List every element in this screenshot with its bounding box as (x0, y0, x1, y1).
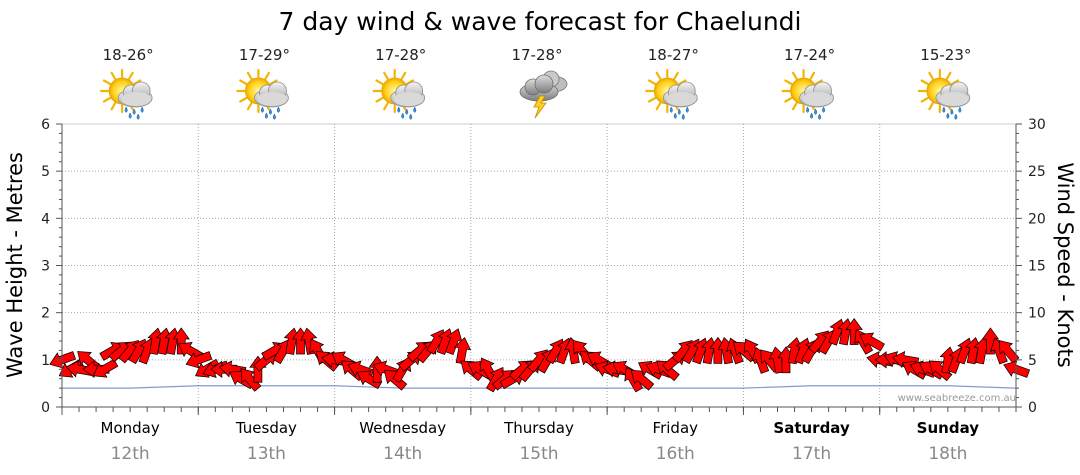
rain-drops (124, 106, 144, 120)
wave-height-series (62, 385, 1017, 389)
weather-icons: 18-26° 17-29° 17-28° 17-28° 18-27° 17-24° 15-2… (100, 46, 971, 120)
left-tick-label: 1 (41, 353, 50, 369)
day-label: Friday (653, 419, 699, 437)
temperature-label: 18-27° (648, 46, 699, 64)
day-labels: Monday 12th Tuesday 13th Wednesday 14th Thursd… (101, 419, 980, 464)
wind-arrow (92, 358, 119, 378)
left-axis-title: Wave Height - Metres (3, 152, 27, 378)
left-tick-label: 5 (41, 164, 50, 180)
cloud (799, 81, 834, 108)
rain-drops (397, 106, 417, 120)
watermark: www.seabreeze.com.au (898, 393, 1016, 404)
right-tick-label: 5 (1028, 353, 1037, 369)
date-label: 14th (383, 444, 422, 464)
axes: 0 1 2 3 4 5 6 0 5 10 15 20 25 30 (41, 117, 1046, 416)
left-tick-label: 0 (41, 400, 50, 416)
cloud (662, 81, 698, 108)
storm-cloud (519, 70, 568, 119)
left-tick-label: 3 (41, 259, 50, 275)
wave-height-line (62, 385, 1017, 389)
temperature-label: 17-29° (239, 46, 290, 64)
right-tick-label: 0 (1028, 400, 1037, 416)
wind-arrows-series (49, 317, 1031, 393)
rain-drops (806, 106, 826, 120)
sun-cloud-rain-icon (100, 68, 153, 120)
temperature-label: 17-24° (784, 46, 835, 64)
date-label: 12th (111, 444, 150, 464)
date-label: 17th (792, 444, 831, 464)
day-label: Tuesday (235, 419, 297, 437)
sun-cloud-rain-icon (372, 68, 426, 120)
temperature-label: 17-28° (511, 46, 562, 64)
date-label: 18th (928, 444, 967, 464)
date-label: 15th (519, 444, 558, 464)
left-tick-label: 6 (41, 117, 50, 133)
day-label: Saturday (773, 419, 850, 437)
right-tick-label: 10 (1028, 306, 1046, 322)
day-label: Sunday (917, 419, 980, 437)
day-label: Monday (101, 419, 160, 437)
cloud (254, 81, 289, 108)
temperature-label: 17-28° (375, 46, 426, 64)
date-label: 16th (656, 444, 695, 464)
sun-cloud-rain-icon (645, 68, 698, 120)
right-tick-label: 25 (1028, 164, 1046, 180)
wind-arrow (859, 332, 885, 352)
chart-title: 7 day wind & wave forecast for Chaelundi (279, 7, 802, 36)
rain-drops (260, 106, 280, 120)
cloud (390, 81, 426, 108)
rain-drops (942, 106, 962, 120)
day-label: Wednesday (359, 419, 446, 437)
storm-cloud-icon (519, 70, 568, 119)
wind-arrow (454, 337, 472, 365)
date-label: 13th (247, 444, 286, 464)
wind-arrow (928, 360, 953, 382)
temperature-label: 15-23° (920, 46, 971, 64)
lightning-bolt (533, 95, 547, 119)
sun-cloud-rain-icon (236, 68, 289, 120)
right-tick-label: 20 (1028, 211, 1046, 227)
rain-drops (669, 106, 689, 120)
left-tick-label: 4 (41, 211, 50, 227)
right-tick-label: 30 (1028, 117, 1046, 133)
temperature-label: 18-26° (103, 46, 154, 64)
day-label: Thursday (503, 419, 574, 437)
cloud (935, 81, 971, 108)
right-tick-label: 15 (1028, 259, 1046, 275)
right-axis-title: Wind Speed - Knots (1053, 162, 1077, 367)
wind-arrow (356, 370, 383, 390)
cloud (117, 81, 153, 108)
left-tick-label: 2 (41, 306, 50, 322)
sun-cloud-rain-icon (917, 68, 971, 120)
sun-cloud-rain-icon (781, 68, 834, 120)
